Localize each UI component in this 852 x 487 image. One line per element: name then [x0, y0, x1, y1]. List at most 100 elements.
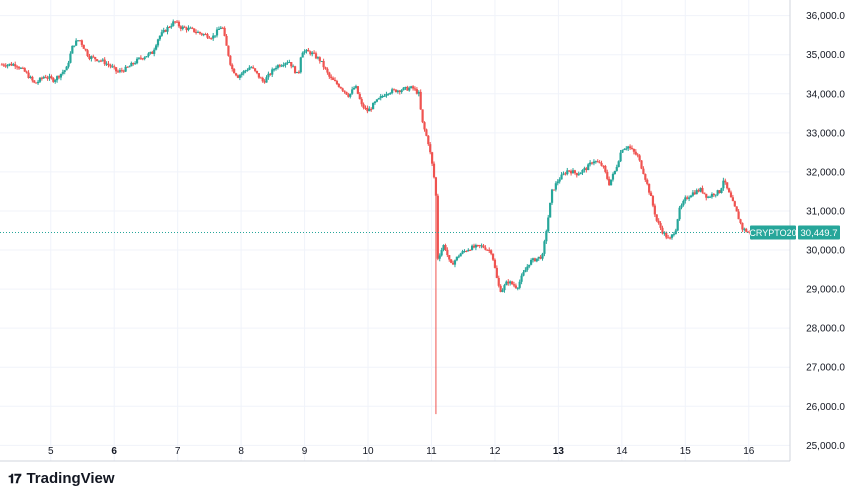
candle-body — [202, 34, 205, 36]
candle-body — [46, 77, 49, 79]
y-tick-label: 27,000.0 — [806, 363, 845, 374]
candle-body — [583, 168, 586, 170]
candle-body — [52, 77, 55, 82]
candle-body — [73, 45, 76, 47]
candle-body — [606, 171, 609, 179]
candle-body — [316, 57, 320, 59]
candle-body — [472, 245, 476, 248]
candle-body — [411, 86, 415, 89]
candle-body — [655, 214, 658, 221]
tradingview-logo-icon: 𝟏𝟕 — [8, 470, 22, 486]
candlestick-series — [0, 19, 759, 415]
candle-body — [257, 73, 260, 78]
candle-body — [402, 87, 405, 91]
candle-body — [505, 281, 508, 286]
candle-body — [318, 57, 321, 62]
candle-body — [269, 73, 272, 75]
candle-body — [183, 26, 186, 28]
candle-body — [743, 228, 746, 230]
candle-body — [2, 64, 5, 66]
candle-body — [153, 49, 156, 54]
candle-body — [705, 193, 708, 198]
y-tick-label: 36,000.0 — [806, 11, 845, 22]
candle-body — [181, 26, 184, 29]
candle-body — [109, 65, 112, 67]
candle-body — [82, 44, 85, 49]
candle-body — [569, 171, 573, 174]
candle-body — [670, 234, 674, 238]
candle-body — [491, 253, 495, 260]
candle-body — [516, 287, 519, 289]
candle-body — [634, 151, 637, 155]
candle-body — [737, 211, 740, 220]
symbol-tag-bg — [750, 225, 796, 240]
candle-body — [444, 245, 447, 250]
candle-body — [665, 232, 668, 238]
candle-body — [387, 93, 390, 95]
candle-body — [688, 197, 691, 199]
candle-body — [147, 53, 150, 57]
candle-body — [598, 162, 601, 164]
candle-body — [56, 76, 59, 81]
candle-body — [421, 109, 424, 123]
candle-body — [273, 69, 276, 71]
candle-body — [90, 56, 93, 59]
candle-body — [627, 146, 630, 149]
candle-body — [672, 234, 675, 236]
candle-body — [507, 281, 510, 284]
candle-body — [145, 56, 148, 58]
candle-body — [381, 96, 384, 98]
grid-lines — [0, 0, 790, 461]
candle-body — [404, 86, 407, 88]
candle-body — [88, 55, 91, 59]
candle-body — [592, 161, 596, 164]
candle-body — [212, 35, 215, 39]
candle-body — [95, 59, 99, 61]
candle-body — [712, 193, 715, 196]
candle-body — [113, 66, 116, 68]
candle-body — [727, 188, 731, 193]
candle-body — [364, 107, 367, 109]
candle-body — [278, 65, 281, 67]
price-chart[interactable]: 25,000.0 26,000.0 27,000.0 28,000.0 29,000.0… — [0, 0, 852, 470]
candle-body — [417, 91, 420, 94]
candle-body — [590, 162, 594, 164]
candle-body — [200, 33, 203, 35]
candle-body — [602, 165, 605, 167]
candle-body — [668, 237, 672, 239]
y-tick-label: 25,000.0 — [806, 441, 845, 452]
candle-body — [720, 188, 723, 193]
candle-body — [214, 35, 217, 37]
candle-body — [438, 255, 441, 259]
candle-body — [307, 49, 310, 52]
candle-body — [314, 53, 318, 59]
candle-body — [57, 76, 61, 78]
candle-body — [429, 144, 432, 153]
candle-body — [691, 192, 695, 196]
candle-body — [330, 76, 333, 79]
candle-body — [4, 65, 7, 67]
candle-body — [206, 34, 209, 38]
candle-body — [253, 68, 257, 71]
candle-body — [478, 245, 481, 247]
candle-body — [423, 122, 426, 130]
candle-body — [179, 26, 182, 29]
candle-body — [648, 183, 651, 193]
candle-body — [282, 65, 285, 67]
candle-body — [396, 90, 399, 93]
candle-body — [545, 231, 548, 242]
candle-body — [312, 52, 316, 54]
tradingview-logo[interactable]: 𝟏𝟕 TradingView — [8, 470, 115, 487]
candle-body — [44, 76, 47, 78]
candle-body — [642, 168, 645, 175]
candle-body — [432, 163, 436, 178]
candle-body — [638, 155, 641, 161]
candle-body — [566, 170, 569, 175]
candle-body — [135, 58, 139, 64]
candle-body — [208, 37, 211, 39]
candle-body — [42, 76, 45, 79]
candle-body — [50, 76, 53, 78]
candle-body — [99, 60, 102, 62]
candle-body — [25, 71, 28, 73]
candle-body — [739, 219, 742, 223]
